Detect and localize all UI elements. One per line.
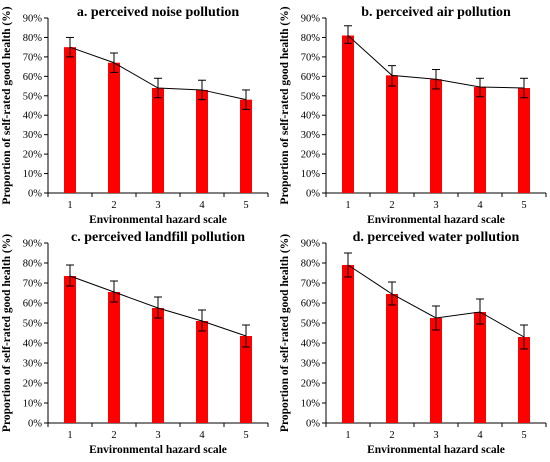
y-tick-label: 40% bbox=[23, 111, 43, 122]
y-tick-label: 40% bbox=[301, 111, 321, 122]
chart-panel-2: b. perceived air pollution 0% 10% 20% 30% 40%… bbox=[279, 5, 547, 226]
y-tick-label: 10% bbox=[23, 169, 43, 180]
x-tick-label: 3 bbox=[155, 200, 160, 211]
x-axis-title: Environmental hazard scale bbox=[367, 214, 505, 226]
y-tick-label: 40% bbox=[301, 339, 321, 350]
bar-4 bbox=[196, 321, 208, 423]
y-tick-label: 10% bbox=[301, 169, 321, 180]
y-tick-label: 30% bbox=[23, 359, 43, 370]
bar-4 bbox=[474, 87, 486, 193]
y-tick-label: 20% bbox=[301, 150, 321, 161]
x-tick-label: 1 bbox=[67, 430, 72, 441]
y-tick-label: 10% bbox=[23, 399, 43, 410]
x-tick-label: 3 bbox=[433, 200, 438, 211]
y-tick-label: 20% bbox=[23, 379, 43, 390]
y-axis-title: Proportion of self-rated good health (%) bbox=[279, 6, 291, 204]
y-tick-label: 80% bbox=[23, 33, 43, 44]
y-axis-title: Proportion of self-rated good health (%) bbox=[1, 6, 13, 204]
x-tick-label: 1 bbox=[345, 430, 350, 441]
x-tick-label: 5 bbox=[243, 200, 248, 211]
y-tick-label: 0% bbox=[28, 419, 42, 430]
x-tick-label: 5 bbox=[521, 430, 526, 441]
x-tick-label: 4 bbox=[477, 200, 483, 211]
chart-panel-4: d. perceived water pollution 0% 10% 20% 30% 4… bbox=[279, 230, 547, 456]
bar-5 bbox=[518, 88, 530, 193]
y-tick-label: 80% bbox=[23, 259, 43, 270]
x-tick-label: 2 bbox=[111, 430, 116, 441]
bar-2 bbox=[108, 292, 120, 423]
y-tick-label: 70% bbox=[301, 279, 321, 290]
y-tick-label: 90% bbox=[301, 14, 321, 25]
x-tick-label: 4 bbox=[477, 430, 483, 441]
chart-title: a. perceived noise pollution bbox=[77, 5, 240, 20]
bar-5 bbox=[518, 337, 530, 423]
chart-title: d. perceived water pollution bbox=[353, 230, 520, 245]
bar-1 bbox=[342, 35, 354, 193]
x-tick-label: 1 bbox=[345, 200, 350, 211]
bar-3 bbox=[152, 308, 164, 423]
bar-3 bbox=[430, 318, 442, 423]
bar-2 bbox=[108, 62, 120, 193]
y-tick-label: 80% bbox=[301, 259, 321, 270]
bar-1 bbox=[64, 47, 76, 193]
x-tick-label: 2 bbox=[389, 200, 394, 211]
x-tick-label: 2 bbox=[111, 200, 116, 211]
x-tick-label: 3 bbox=[433, 430, 438, 441]
y-tick-label: 20% bbox=[301, 379, 321, 390]
y-tick-label: 50% bbox=[301, 319, 321, 330]
bar-3 bbox=[152, 88, 164, 193]
y-tick-label: 40% bbox=[23, 339, 43, 350]
bar-2 bbox=[386, 294, 398, 423]
y-tick-label: 50% bbox=[23, 91, 43, 102]
bar-1 bbox=[64, 276, 76, 423]
bar-1 bbox=[342, 265, 354, 423]
y-tick-label: 50% bbox=[301, 91, 321, 102]
y-tick-label: 90% bbox=[301, 239, 321, 250]
x-tick-label: 3 bbox=[155, 430, 160, 441]
y-tick-label: 60% bbox=[301, 299, 321, 310]
y-tick-label: 70% bbox=[23, 52, 43, 63]
y-tick-label: 90% bbox=[23, 14, 43, 25]
y-tick-label: 90% bbox=[23, 239, 43, 250]
y-tick-label: 60% bbox=[301, 72, 321, 83]
y-tick-label: 50% bbox=[23, 319, 43, 330]
y-tick-label: 0% bbox=[306, 419, 320, 430]
x-tick-label: 5 bbox=[243, 430, 248, 441]
chart-title: b. perceived air pollution bbox=[361, 5, 511, 20]
y-tick-label: 80% bbox=[301, 33, 321, 44]
chart-panel-1: a. perceived noise pollution 0% 10% 20% 30% 4… bbox=[1, 5, 269, 226]
x-axis-title: Environmental hazard scale bbox=[89, 214, 227, 226]
chart-panel-3: c. perceived landfill pollution 0% 10% 20% 3… bbox=[1, 230, 269, 456]
bar-3 bbox=[430, 79, 442, 193]
x-axis-title: Environmental hazard scale bbox=[367, 444, 505, 456]
y-tick-label: 20% bbox=[23, 150, 43, 161]
y-tick-label: 60% bbox=[23, 299, 43, 310]
y-axis-title: Proportion of self-rated good health (%) bbox=[1, 234, 13, 432]
x-axis-title: Environmental hazard scale bbox=[89, 444, 227, 456]
y-tick-label: 70% bbox=[23, 279, 43, 290]
y-tick-label: 0% bbox=[28, 189, 42, 200]
x-tick-label: 2 bbox=[389, 430, 394, 441]
bar-5 bbox=[240, 99, 252, 193]
y-tick-label: 30% bbox=[301, 130, 321, 141]
bar-2 bbox=[386, 75, 398, 193]
y-tick-label: 60% bbox=[23, 72, 43, 83]
y-tick-label: 10% bbox=[301, 399, 321, 410]
x-tick-label: 4 bbox=[199, 200, 205, 211]
y-axis-title: Proportion of self-rated good health (%) bbox=[279, 234, 291, 432]
x-tick-label: 5 bbox=[521, 200, 526, 211]
bar-5 bbox=[240, 336, 252, 423]
y-tick-label: 70% bbox=[301, 52, 321, 63]
y-tick-label: 30% bbox=[23, 130, 43, 141]
bar-4 bbox=[474, 312, 486, 423]
x-tick-label: 1 bbox=[67, 200, 72, 211]
x-tick-label: 4 bbox=[199, 430, 205, 441]
bar-4 bbox=[196, 89, 208, 193]
y-tick-label: 0% bbox=[306, 189, 320, 200]
y-tick-label: 30% bbox=[301, 359, 321, 370]
chart-title: c. perceived landfill pollution bbox=[71, 230, 245, 245]
